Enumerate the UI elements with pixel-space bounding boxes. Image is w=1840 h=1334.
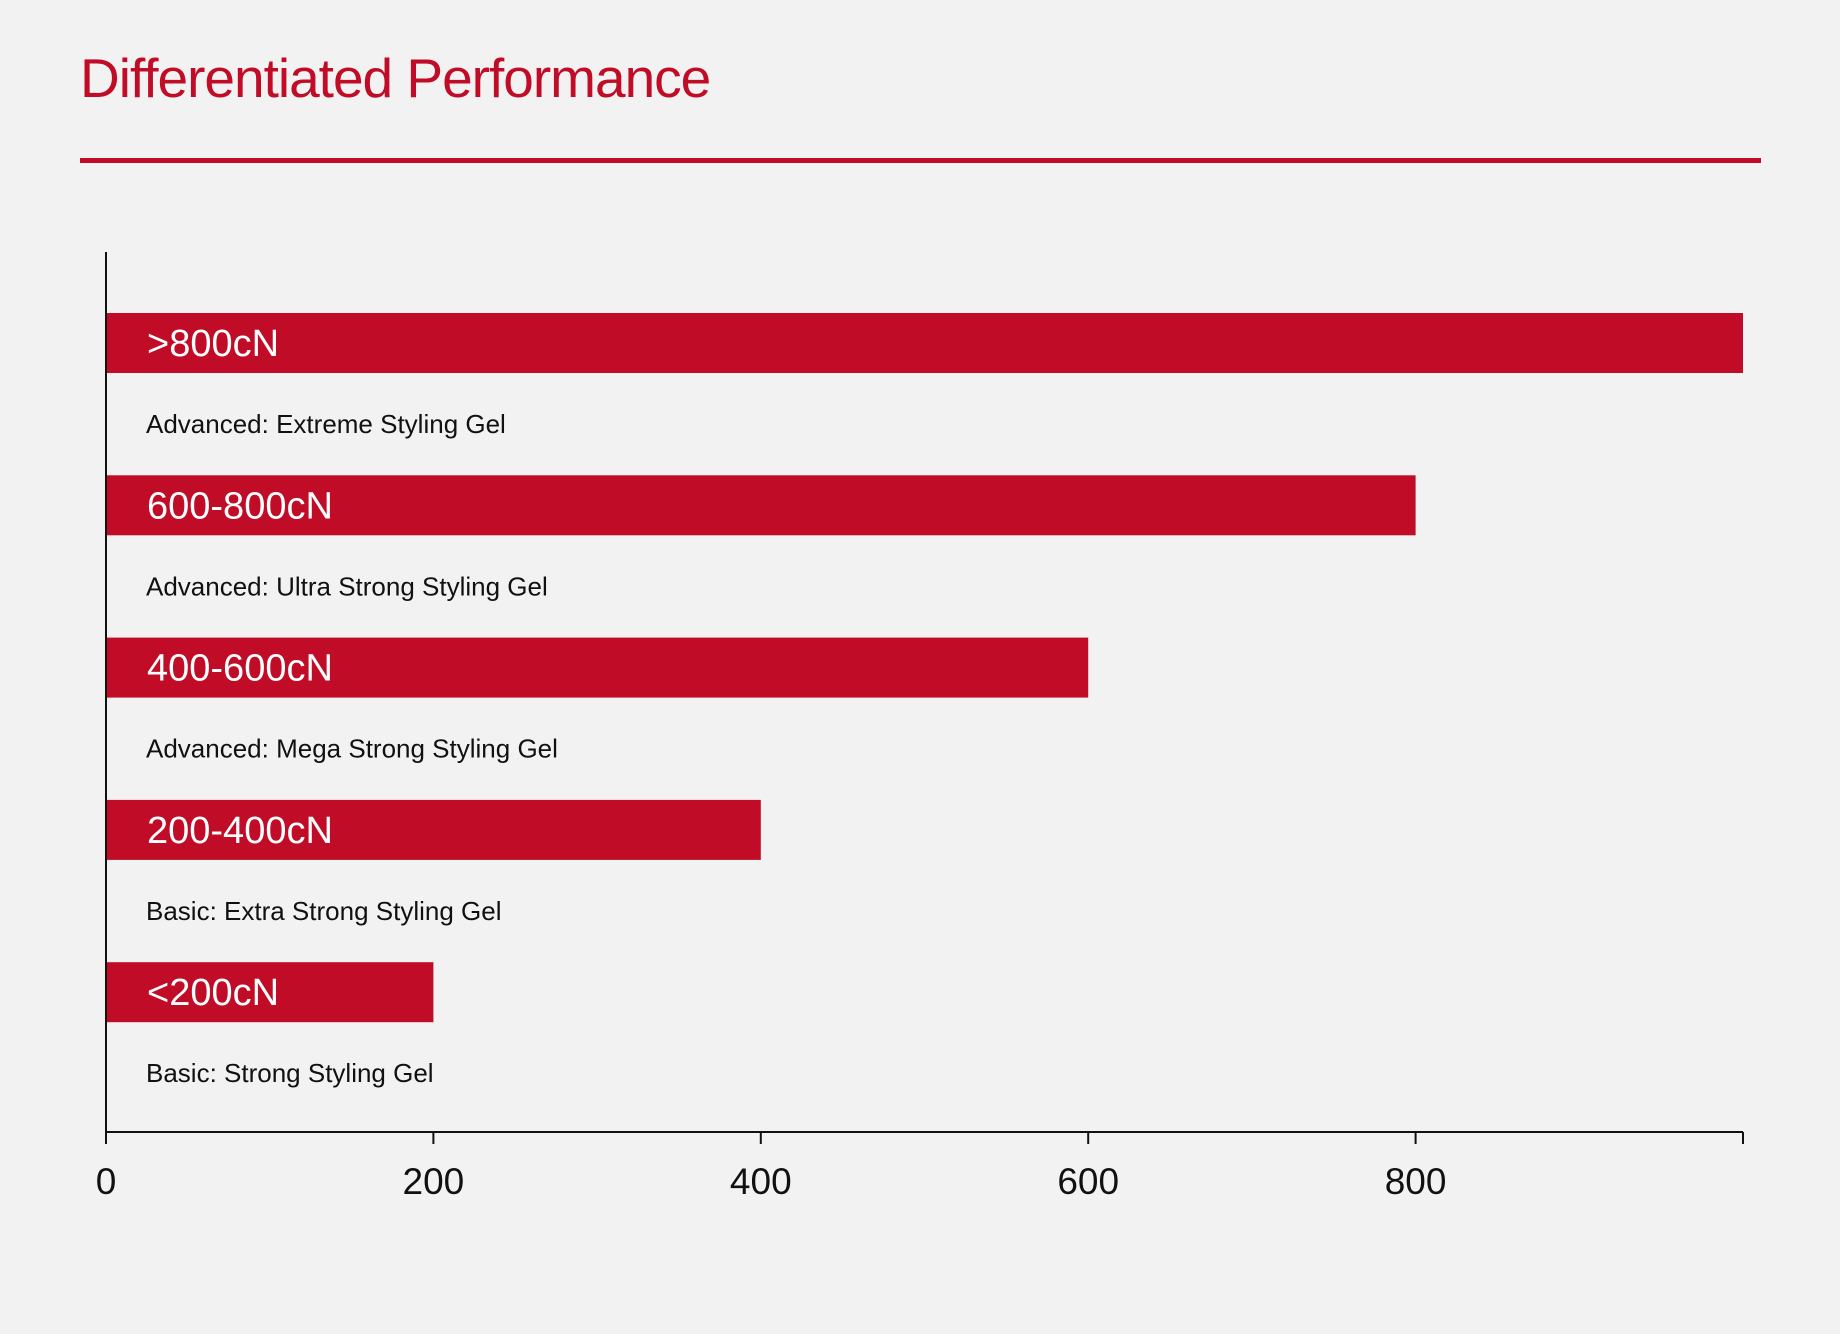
bar-category-label: Advanced: Mega Strong Styling Gel: [146, 734, 558, 764]
bar-group: >800cN Advanced: Extreme Styling Gel: [106, 313, 1743, 439]
bar-value-label: >800cN: [147, 323, 279, 365]
title-divider: [80, 158, 1761, 163]
bar-category-label: Advanced: Extreme Styling Gel: [146, 409, 506, 439]
bar-group: 400-600cN Advanced: Mega Strong Styling G…: [106, 637, 1089, 764]
axis-layer: 0 200 400 600 800: [96, 252, 1744, 1202]
bar-group: <200cN Basic: Strong Styling Gel: [106, 962, 434, 1088]
x-tick-label: 200: [403, 1161, 465, 1202]
bar: [106, 962, 434, 1023]
x-tick-label: 800: [1385, 1161, 1447, 1202]
bar-category-label: Basic: Extra Strong Styling Gel: [146, 896, 501, 926]
x-tick-label: 400: [730, 1161, 792, 1202]
bar: [106, 637, 1089, 698]
bar-value-label: 600-800cN: [147, 485, 333, 527]
page-title: Differentiated Performance: [80, 47, 711, 109]
bar-value-label: 200-400cN: [147, 810, 333, 852]
x-tick-label: 600: [1057, 1161, 1119, 1202]
bar: [106, 313, 1743, 373]
x-tick-label: 0: [96, 1161, 117, 1202]
bar-group: 200-400cN Basic: Extra Strong Styling Gel: [106, 799, 761, 926]
bar-value-label: 400-600cN: [147, 648, 333, 690]
bar-value-label: <200cN: [147, 972, 279, 1014]
bar: [106, 475, 1416, 536]
bar-category-label: Basic: Strong Styling Gel: [146, 1058, 434, 1088]
bar-category-label: Advanced: Ultra Strong Styling Gel: [146, 571, 548, 601]
bars-layer: >800cN Advanced: Extreme Styling Gel 600-8…: [106, 313, 1743, 1088]
bar-group: 600-800cN Advanced: Ultra Strong Styling …: [106, 475, 1416, 601]
bar: [106, 799, 761, 860]
